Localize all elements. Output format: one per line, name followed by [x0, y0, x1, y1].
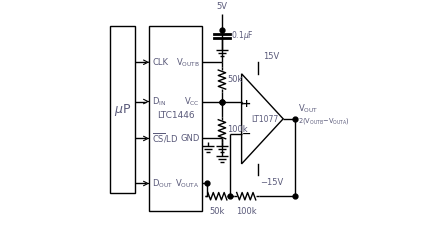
Text: V$_{\mathregular{CC}}$: V$_{\mathregular{CC}}$: [184, 95, 200, 108]
Text: 2(V$_{\mathregular{OUTB}}$$-$V$_{\mathregular{OUTA}}$): 2(V$_{\mathregular{OUTB}}$$-$V$_{\mathre…: [298, 116, 350, 126]
Text: V$_{\mathregular{OUTA}}$: V$_{\mathregular{OUTA}}$: [175, 177, 200, 190]
Text: +: +: [242, 99, 251, 109]
Text: CLK: CLK: [152, 58, 168, 67]
Text: D$_{\mathregular{IN}}$: D$_{\mathregular{IN}}$: [152, 95, 166, 108]
Text: −: −: [242, 129, 251, 139]
Text: 0.1$\mu$F: 0.1$\mu$F: [231, 29, 253, 42]
Text: −15V: −15V: [260, 178, 284, 187]
Text: 15V: 15V: [263, 52, 279, 61]
Text: $\overline{\mathregular{CS}}$/LD: $\overline{\mathregular{CS}}$/LD: [152, 132, 179, 145]
Text: V$_{\mathregular{OUTB}}$: V$_{\mathregular{OUTB}}$: [176, 56, 200, 68]
Text: LT1077: LT1077: [251, 115, 278, 125]
Text: 50k: 50k: [210, 207, 225, 215]
Bar: [110, 27, 135, 193]
Text: $\mu$P: $\mu$P: [114, 102, 131, 118]
Text: V$_{\mathregular{OUT}}$: V$_{\mathregular{OUT}}$: [298, 102, 319, 115]
Text: 5V: 5V: [216, 2, 228, 12]
Text: D$_{\mathregular{OUT}}$: D$_{\mathregular{OUT}}$: [152, 177, 173, 190]
Text: 100k: 100k: [236, 207, 257, 215]
Text: LTC1446: LTC1446: [157, 111, 194, 121]
Text: GND: GND: [180, 134, 200, 143]
Text: 50k: 50k: [227, 75, 243, 84]
Bar: [149, 27, 202, 211]
Text: 100k: 100k: [227, 125, 248, 134]
